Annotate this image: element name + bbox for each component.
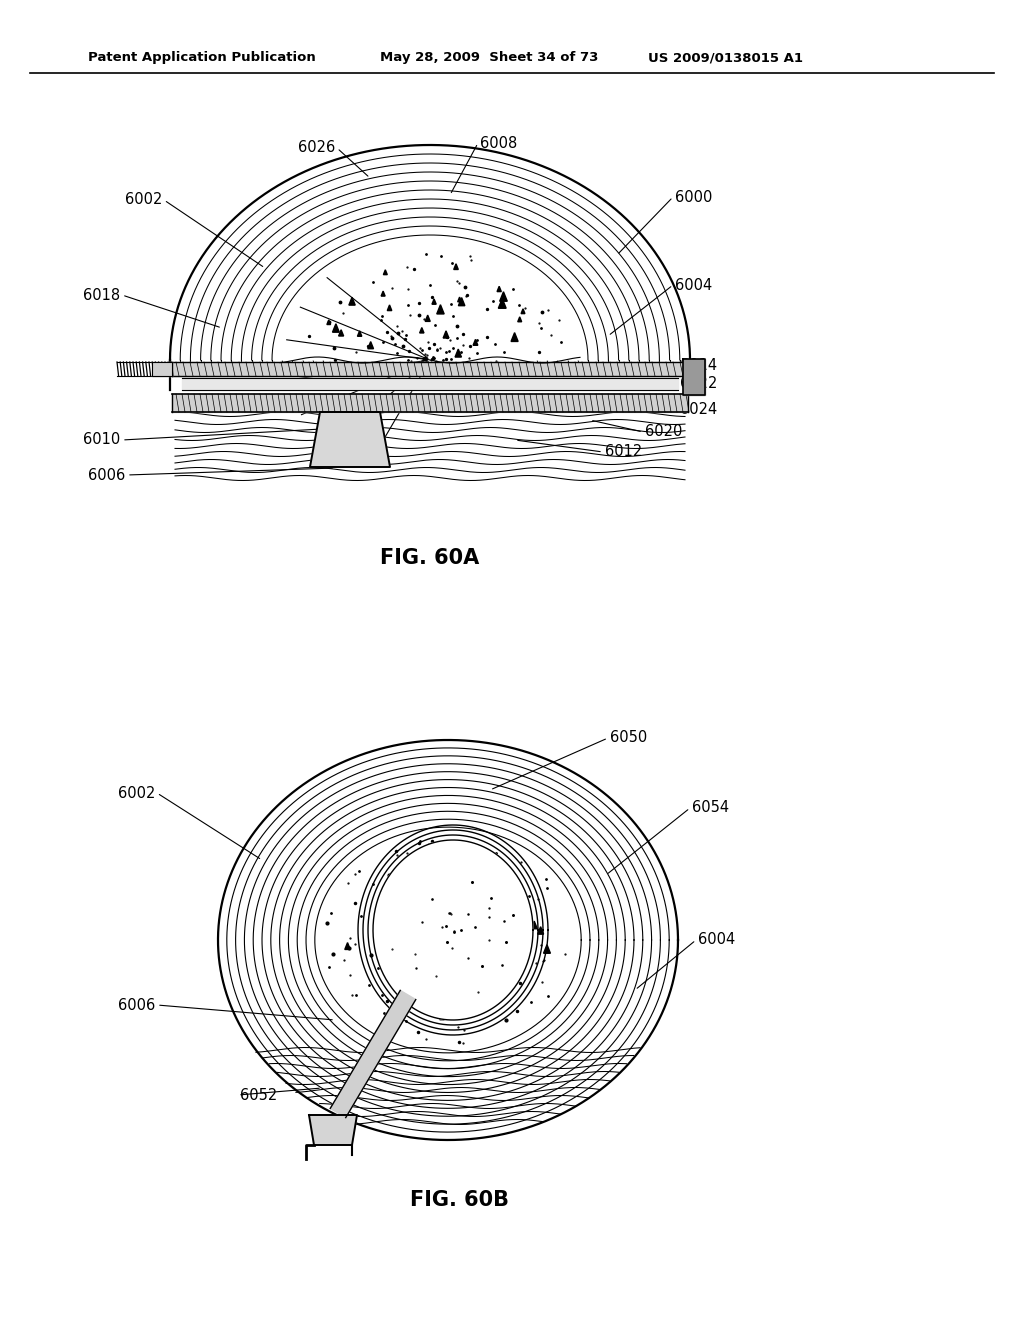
Polygon shape xyxy=(381,292,385,296)
Polygon shape xyxy=(436,954,442,962)
Polygon shape xyxy=(454,264,459,269)
Polygon shape xyxy=(152,362,172,376)
Text: 6002: 6002 xyxy=(118,785,155,800)
Polygon shape xyxy=(436,866,440,873)
Polygon shape xyxy=(521,309,525,314)
Text: 6052: 6052 xyxy=(240,1088,278,1102)
Polygon shape xyxy=(357,331,361,337)
Polygon shape xyxy=(518,317,521,322)
Polygon shape xyxy=(310,412,390,467)
Text: US 2009/0138015 A1: US 2009/0138015 A1 xyxy=(648,51,803,65)
Polygon shape xyxy=(331,990,416,1118)
Polygon shape xyxy=(466,977,470,982)
Polygon shape xyxy=(499,298,506,309)
Text: 6012: 6012 xyxy=(605,445,642,459)
Polygon shape xyxy=(368,342,374,348)
Polygon shape xyxy=(339,330,344,337)
Polygon shape xyxy=(425,315,430,321)
Polygon shape xyxy=(470,903,475,909)
Polygon shape xyxy=(485,954,489,960)
Polygon shape xyxy=(172,393,688,412)
Text: 6018: 6018 xyxy=(83,288,120,302)
Polygon shape xyxy=(443,331,449,338)
Polygon shape xyxy=(544,945,551,953)
Polygon shape xyxy=(441,923,447,929)
Polygon shape xyxy=(497,286,502,292)
Polygon shape xyxy=(432,298,436,304)
Polygon shape xyxy=(458,297,462,302)
Text: 6022: 6022 xyxy=(680,375,718,391)
Text: 6008: 6008 xyxy=(480,136,517,150)
Text: 6002: 6002 xyxy=(125,193,162,207)
Polygon shape xyxy=(182,378,678,389)
Polygon shape xyxy=(419,928,424,935)
Text: 6014: 6014 xyxy=(680,358,717,372)
Polygon shape xyxy=(439,1014,444,1020)
Polygon shape xyxy=(373,840,534,1020)
Polygon shape xyxy=(327,319,331,325)
Polygon shape xyxy=(508,954,515,962)
Text: May 28, 2009  Sheet 34 of 73: May 28, 2009 Sheet 34 of 73 xyxy=(380,51,598,65)
Polygon shape xyxy=(437,305,444,314)
Text: 6000: 6000 xyxy=(675,190,713,205)
Polygon shape xyxy=(490,949,497,958)
Polygon shape xyxy=(424,970,428,975)
Polygon shape xyxy=(531,921,538,929)
Polygon shape xyxy=(538,927,544,935)
Polygon shape xyxy=(489,997,496,1005)
Polygon shape xyxy=(473,339,478,346)
Polygon shape xyxy=(309,1115,357,1144)
Text: 6050: 6050 xyxy=(610,730,647,746)
Polygon shape xyxy=(445,981,452,987)
Text: 6004: 6004 xyxy=(675,277,713,293)
Polygon shape xyxy=(511,333,518,342)
Polygon shape xyxy=(459,297,465,306)
Text: 6006: 6006 xyxy=(118,998,155,1012)
Text: Patent Application Publication: Patent Application Publication xyxy=(88,51,315,65)
Text: 6006: 6006 xyxy=(88,467,125,483)
Polygon shape xyxy=(383,269,387,275)
Text: 6054: 6054 xyxy=(692,800,729,816)
Polygon shape xyxy=(349,297,355,305)
Polygon shape xyxy=(420,327,424,333)
Polygon shape xyxy=(318,830,578,1049)
Polygon shape xyxy=(172,362,688,376)
Polygon shape xyxy=(333,323,339,333)
Polygon shape xyxy=(400,961,408,970)
Polygon shape xyxy=(280,240,580,360)
Polygon shape xyxy=(455,348,462,358)
Polygon shape xyxy=(345,942,350,949)
Text: 6026: 6026 xyxy=(298,140,335,156)
Text: 6020: 6020 xyxy=(645,425,682,440)
Text: FIG. 60A: FIG. 60A xyxy=(380,548,479,568)
Polygon shape xyxy=(446,995,452,1001)
Polygon shape xyxy=(451,949,459,960)
Polygon shape xyxy=(387,305,392,310)
Polygon shape xyxy=(500,292,507,301)
Text: 6010: 6010 xyxy=(83,433,120,447)
Text: FIG. 60B: FIG. 60B xyxy=(411,1191,510,1210)
Polygon shape xyxy=(683,359,705,395)
Text: 6004: 6004 xyxy=(698,932,735,948)
Text: 6024: 6024 xyxy=(680,403,717,417)
